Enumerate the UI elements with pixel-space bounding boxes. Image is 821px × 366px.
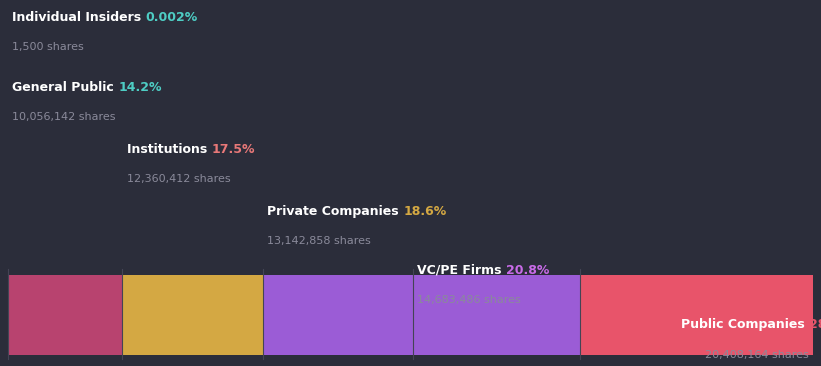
Text: 0.002%: 0.002% (146, 11, 198, 24)
Text: 13,142,858 shares: 13,142,858 shares (268, 236, 371, 246)
Text: 17.5%: 17.5% (211, 143, 255, 156)
Text: 10,056,142 shares: 10,056,142 shares (12, 112, 116, 122)
Text: 12,360,412 shares: 12,360,412 shares (126, 174, 230, 184)
Text: 18.6%: 18.6% (403, 205, 447, 218)
Bar (8, 274, 122, 355)
Text: 20.8%: 20.8% (506, 264, 549, 277)
Text: Private Companies: Private Companies (268, 205, 403, 218)
Text: 14,683,486 shares: 14,683,486 shares (417, 295, 521, 305)
Text: Individual Insiders: Individual Insiders (12, 11, 146, 24)
Bar (122, 274, 264, 355)
Text: 28.9%: 28.9% (809, 318, 821, 332)
Text: 20,408,164 shares: 20,408,164 shares (705, 350, 809, 359)
Text: VC/PE Firms: VC/PE Firms (417, 264, 506, 277)
Text: General Public: General Public (12, 81, 118, 94)
Text: Public Companies: Public Companies (681, 318, 809, 332)
Text: 1,500 shares: 1,500 shares (12, 42, 84, 52)
Bar (264, 274, 413, 355)
Text: Institutions: Institutions (126, 143, 211, 156)
Text: 14.2%: 14.2% (118, 81, 162, 94)
Bar (413, 274, 580, 355)
Bar (580, 274, 813, 355)
